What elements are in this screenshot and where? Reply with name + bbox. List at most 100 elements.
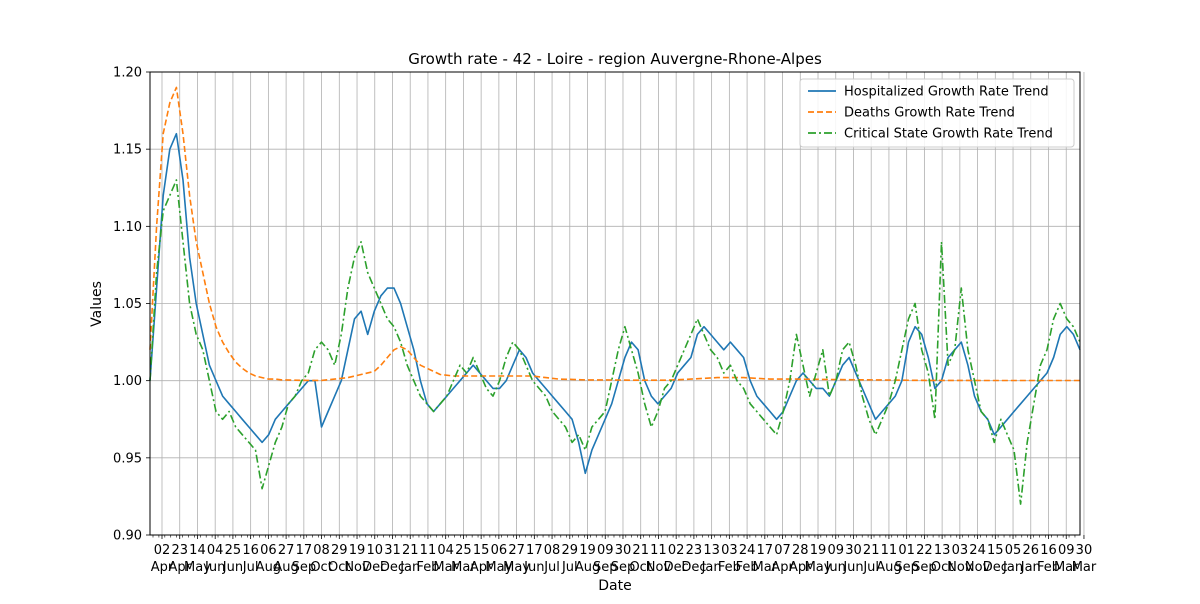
x-tick-day: 13 xyxy=(934,543,951,558)
legend-label-1: Deaths Growth Rate Trend xyxy=(844,106,1015,121)
x-tick-month: Dec xyxy=(681,560,706,575)
x-tick-month: May xyxy=(184,560,211,575)
x-axis-ticks: 02Apr23Apr14May04Jun25Jun16Jul06Aug27Aug… xyxy=(151,535,1097,575)
x-tick-day: 19 xyxy=(810,543,827,558)
x-tick-day: 23 xyxy=(171,543,188,558)
y-tick-label: 0.90 xyxy=(113,529,142,544)
x-tick-month: Jan xyxy=(701,560,722,575)
x-tick-day: 24 xyxy=(739,543,756,558)
x-tick-month: Jul xyxy=(543,560,560,575)
x-tick-day: 30 xyxy=(845,543,862,558)
x-tick-day: 09 xyxy=(827,543,844,558)
x-tick-day: 27 xyxy=(278,543,295,558)
x-tick-month: Apr xyxy=(771,560,794,575)
x-tick-month: Mar xyxy=(433,560,458,575)
x-tick-month: Jun xyxy=(222,560,243,575)
x-tick-month: Dec xyxy=(380,560,405,575)
x-tick-day: 25 xyxy=(225,543,242,558)
x-tick-day: 03 xyxy=(721,543,738,558)
x-tick-month: Jan xyxy=(1020,560,1041,575)
x-tick-day: 30 xyxy=(1076,543,1093,558)
x-tick-month: Jun xyxy=(842,560,863,575)
x-tick-month: Nov xyxy=(965,560,991,575)
x-tick-month: Oct xyxy=(931,560,953,575)
x-tick-day: 21 xyxy=(402,543,419,558)
series-line-2 xyxy=(149,179,1081,505)
x-axis-label: Date xyxy=(598,578,631,594)
x-tick-month: Feb xyxy=(736,560,759,575)
x-tick-month: Oct xyxy=(310,560,332,575)
x-tick-day: 22 xyxy=(916,543,933,558)
x-tick-month: Jul xyxy=(561,560,578,575)
x-tick-day: 15 xyxy=(473,543,490,558)
x-tick-month: Mar xyxy=(1054,560,1079,575)
y-tick-label: 1.05 xyxy=(113,297,142,312)
series-line-1 xyxy=(149,86,1080,382)
x-tick-day: 01 xyxy=(898,543,915,558)
x-tick-day: 14 xyxy=(189,543,206,558)
x-tick-month: Apr xyxy=(168,560,191,575)
x-tick-month: Sep xyxy=(611,560,636,575)
x-tick-month: Dec xyxy=(362,560,387,575)
y-tick-label: 1.15 xyxy=(113,143,142,158)
x-tick-month: Jul xyxy=(862,560,879,575)
y-tick-label: 0.95 xyxy=(113,451,142,466)
x-tick-day: 04 xyxy=(207,543,224,558)
x-tick-day: 28 xyxy=(792,543,809,558)
x-tick-day: 06 xyxy=(260,543,277,558)
x-tick-month: Nov xyxy=(646,560,672,575)
x-tick-day: 02 xyxy=(154,543,171,558)
x-tick-month: Jun xyxy=(204,560,225,575)
x-tick-month: May xyxy=(805,560,832,575)
x-tick-day: 16 xyxy=(1040,543,1057,558)
legend-label-0: Hospitalized Growth Rate Trend xyxy=(844,85,1049,100)
legend-box xyxy=(799,78,1075,148)
x-tick-day: 25 xyxy=(455,543,472,558)
y-tick-label: 1.10 xyxy=(113,220,142,235)
x-tick-day: 13 xyxy=(703,543,720,558)
y-tick-label: 1.20 xyxy=(113,66,142,81)
x-tick-day: 10 xyxy=(366,543,383,558)
x-tick-day: 07 xyxy=(774,543,791,558)
x-tick-day: 11 xyxy=(881,543,898,558)
x-tick-day: 03 xyxy=(952,543,969,558)
legend: Hospitalized Growth Rate Trend Deaths Gro… xyxy=(799,78,1075,148)
x-tick-month: Sep xyxy=(593,560,618,575)
x-tick-day: 15 xyxy=(987,543,1004,558)
x-tick-month: Sep xyxy=(292,560,317,575)
x-tick-month: Mar xyxy=(451,560,476,575)
x-tick-month: Jul xyxy=(242,560,259,575)
y-tick-label: 1.00 xyxy=(113,374,142,389)
x-tick-day: 29 xyxy=(331,543,348,558)
x-tick-day: 19 xyxy=(349,543,366,558)
x-tick-month: Apr xyxy=(470,560,493,575)
x-tick-month: Feb xyxy=(718,560,741,575)
x-tick-month: Aug xyxy=(273,560,298,575)
x-tick-month: Aug xyxy=(876,560,901,575)
x-tick-month: Sep xyxy=(912,560,937,575)
chart-title: Growth rate - 42 - Loire - region Auverg… xyxy=(408,50,822,68)
legend-label-2: Critical State Growth Rate Trend xyxy=(844,127,1053,142)
x-tick-month: Jun xyxy=(523,560,544,575)
x-tick-day: 17 xyxy=(296,543,313,558)
x-tick-month: Feb xyxy=(416,560,439,575)
x-tick-day: 11 xyxy=(420,543,437,558)
x-tick-day: 06 xyxy=(491,543,508,558)
x-tick-month: Mar xyxy=(1072,560,1097,575)
x-tick-day: 24 xyxy=(969,543,986,558)
x-tick-day: 16 xyxy=(242,543,259,558)
x-tick-day: 19 xyxy=(579,543,596,558)
x-tick-month: Nov xyxy=(947,560,973,575)
x-tick-day: 09 xyxy=(597,543,614,558)
x-tick-month: Nov xyxy=(344,560,370,575)
x-tick-month: Oct xyxy=(629,560,651,575)
x-tick-day: 11 xyxy=(650,543,667,558)
x-tick-month: Jun xyxy=(825,560,846,575)
x-tick-day: 26 xyxy=(1022,543,1039,558)
x-tick-day: 23 xyxy=(686,543,703,558)
x-tick-day: 31 xyxy=(384,543,401,558)
x-tick-day: 08 xyxy=(313,543,330,558)
x-tick-month: Aug xyxy=(575,560,600,575)
